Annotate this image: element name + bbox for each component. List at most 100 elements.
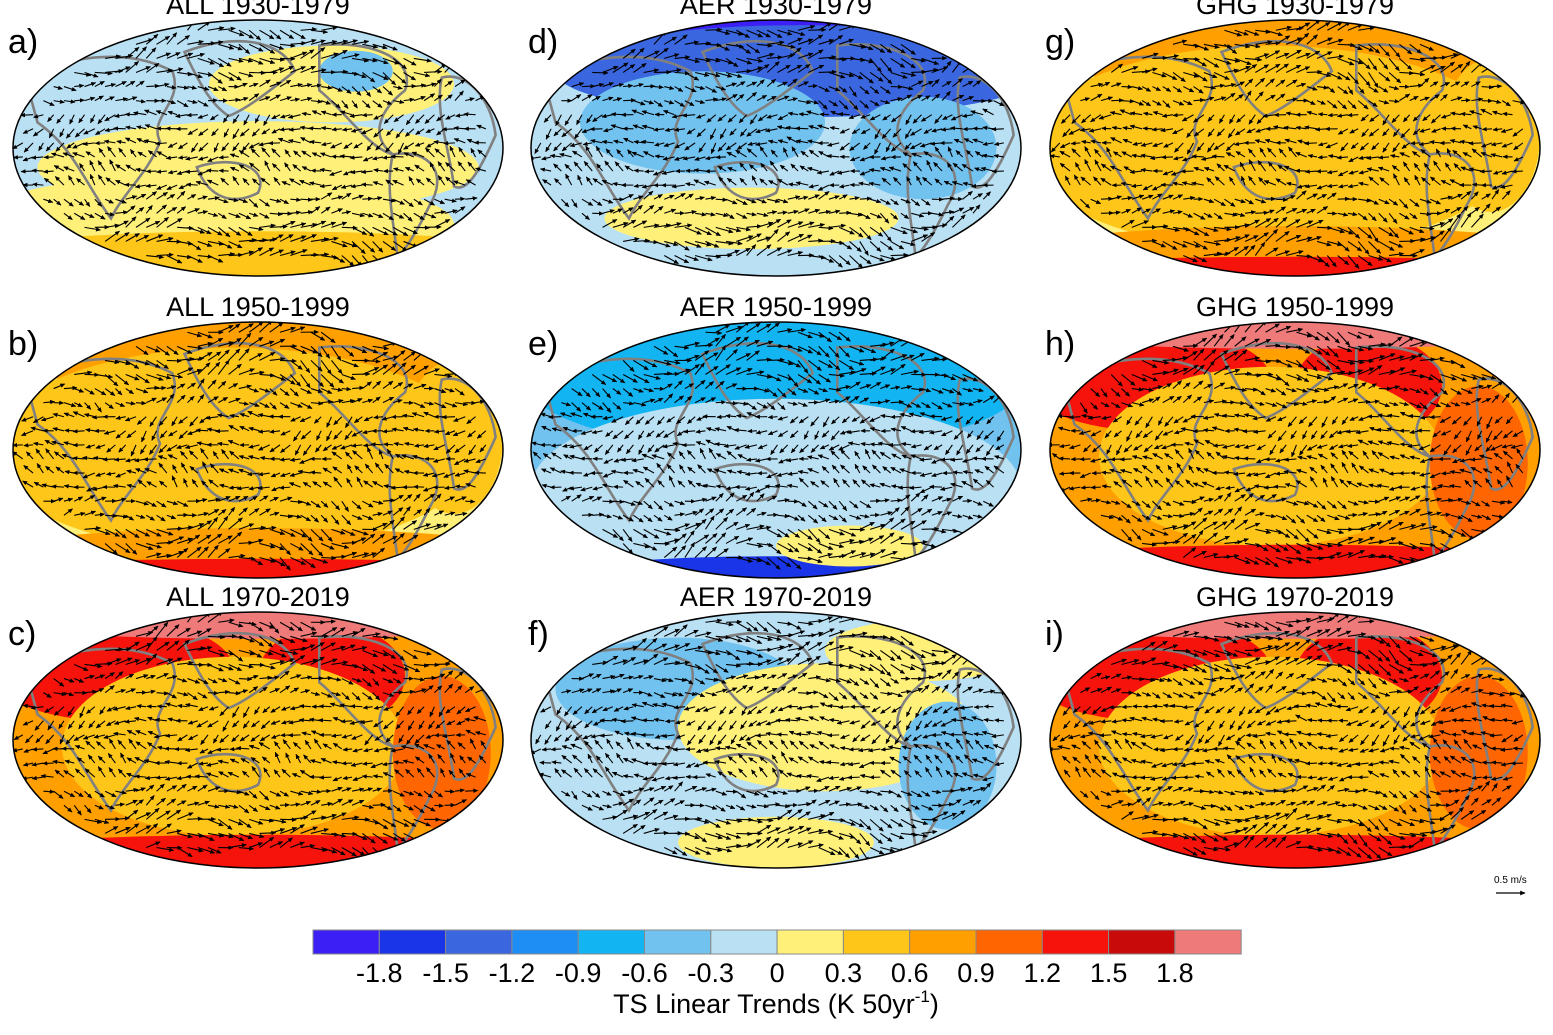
wind-arrow [1142,126,1153,131]
wind-arrow [465,499,476,504]
wind-arrow [1306,69,1323,75]
wind-arrow [463,112,476,117]
wind-arrow [1317,112,1328,117]
trend-region [1050,226,1540,276]
map-field [1050,322,1540,578]
wind-arrow [215,428,229,434]
panel-letter: e) [528,325,558,363]
wind-arrow [1511,169,1523,174]
panel-title: AER 1950-1999 [680,292,872,322]
wind-arrow [287,733,301,738]
wind-arrow [929,484,943,489]
wind-arrow [610,112,624,117]
wind-arrow [1468,141,1482,146]
wind-arrow [1461,98,1471,103]
map-panel: GHG 1950-1999 h) [1045,292,1541,579]
wind-arrow [43,789,55,794]
wind-arrow [1121,84,1133,90]
wind-arrow [300,197,313,202]
trend-region [13,528,503,578]
wind-arrow [218,155,229,160]
wind-arrow [642,761,655,766]
map-field [531,20,1021,276]
wind-arrow [962,498,973,504]
trend-region [1442,58,1540,212]
wind-arrow [383,442,394,447]
trend-region [13,834,503,868]
wind-arrow [31,168,44,173]
wind-arrow [767,512,779,518]
wind-arrow [581,512,594,518]
wind-arrow [1110,457,1122,462]
wind-arrow [1080,485,1091,490]
wind-arrow [641,718,655,723]
wind-arrow [361,112,373,118]
wind-arrow [218,168,229,173]
wind-arrow [280,56,296,61]
wind-arrow [321,675,333,681]
wind-arrow [280,358,297,364]
wind-arrow [848,747,860,752]
wind-arrow [1243,456,1256,461]
wind-arrow [991,126,1004,132]
wind-arrow [350,704,363,709]
panel-title: ALL 1950-1999 [166,292,350,322]
wind-arrow [20,112,34,118]
wind-arrow [633,168,644,173]
wind-arrow [767,414,778,420]
wind-arrow [1068,414,1081,420]
wind-arrow [318,775,332,780]
wind-arrow [702,760,716,765]
panel-title: GHG 1950-1999 [1196,292,1394,322]
wind-arrow [1119,457,1132,462]
wind-arrow [206,168,219,173]
wind-arrow [819,112,829,117]
wind-arrow [1317,155,1328,160]
wind-arrow [156,704,167,709]
wind-arrow [1263,485,1276,490]
panel-letter: h) [1045,325,1075,363]
wind-arrow [308,126,322,131]
wind-arrow [155,775,167,780]
wind-arrow [1172,112,1184,118]
wind-arrow [331,154,342,159]
wind-arrow [186,112,198,118]
wind-arrow [443,141,456,146]
wind-arrow [434,733,445,738]
wind-arrow [847,775,860,780]
map-field [1050,20,1540,276]
panel-letter: g) [1045,23,1075,61]
wind-arrow [715,400,727,405]
wind-arrow [390,154,404,159]
wind-arrow [74,98,85,103]
wind-arrow [102,457,116,462]
wind-arrow [921,526,940,532]
wind-arrow [1389,540,1404,546]
trend-region [604,187,899,250]
wind-arrow [620,719,634,724]
wind-arrow [1347,112,1359,118]
wind-arrow [143,457,157,462]
trend-region [1050,256,1540,276]
wind-arrow [890,252,909,258]
wind-arrow [1479,169,1493,174]
wind-arrow [1191,154,1204,159]
wind-arrow [1265,196,1276,202]
wind-arrow [444,789,455,794]
wind-arrow [550,747,562,752]
wind-arrow [776,732,788,737]
wind-arrow [207,690,219,696]
map-field [13,612,503,868]
wind-arrow [795,126,809,131]
wind-arrow [1441,471,1451,476]
wind-arrow [1304,141,1318,146]
wind-arrow [897,485,912,490]
wind-arrow [341,225,358,231]
panel-title: ALL 1970-2019 [166,582,350,612]
